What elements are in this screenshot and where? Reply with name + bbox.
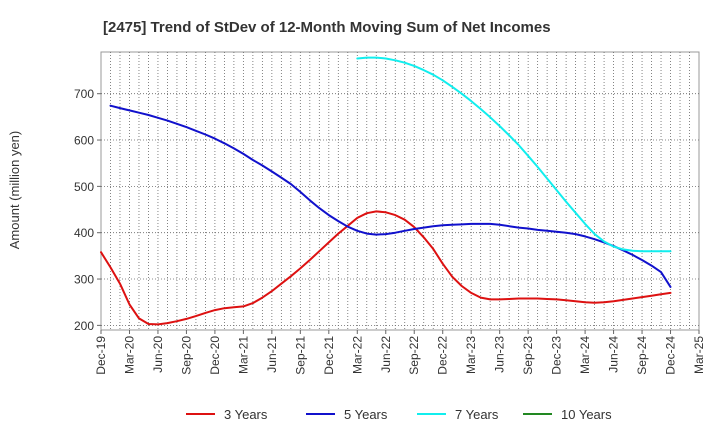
x-tick-labels: Dec-19 Mar-20 Jun-20 Sep-20 Dec-20 Mar-21 Jun-… <box>94 330 706 375</box>
x-tick-label: Mar-22 <box>350 336 364 374</box>
legend-item-5-years: 5 Years <box>306 407 388 422</box>
x-tick-label: Mar-23 <box>464 336 478 374</box>
x-tick-label: Dec-23 <box>550 336 564 375</box>
legend-label: 7 Years <box>455 407 499 422</box>
x-tick-label: Mar-24 <box>578 336 592 374</box>
y-tick-label: 700 <box>74 87 94 101</box>
plot-area <box>100 51 700 331</box>
legend-label: 5 Years <box>344 407 388 422</box>
x-tick-label: Dec-22 <box>436 336 450 375</box>
x-tick-label: Jun-22 <box>379 336 393 373</box>
y-tick-labels: 200 300 400 500 600 700 <box>74 87 101 333</box>
x-tick-label: Mar-25 <box>692 336 706 374</box>
x-tick-label: Dec-20 <box>208 336 222 375</box>
legend-label: 3 Years <box>224 407 268 422</box>
y-axis-label: Amount (million yen) <box>7 131 22 250</box>
x-tick-label: Sep-20 <box>179 336 193 375</box>
x-tick-label: Dec-21 <box>322 336 336 375</box>
x-tick-label: Sep-22 <box>407 336 421 375</box>
x-tick-label: Dec-24 <box>664 336 678 375</box>
y-tick-label: 300 <box>74 273 94 287</box>
y-tick-label: 400 <box>74 226 94 240</box>
x-tick-label: Sep-24 <box>635 336 649 375</box>
y-tick-label: 200 <box>74 319 94 333</box>
legend-item-3-years: 3 Years <box>186 407 268 422</box>
x-tick-label: Jun-23 <box>493 336 507 373</box>
x-tick-label: Mar-21 <box>236 336 250 374</box>
legend: 3 Years 5 Years 7 Years 10 Years <box>186 407 612 422</box>
legend-label: 10 Years <box>561 407 612 422</box>
x-tick-label: Jun-21 <box>265 336 279 373</box>
x-tick-label: Sep-21 <box>293 336 307 375</box>
x-tick-label: Jun-24 <box>607 336 621 373</box>
x-tick-label: Mar-20 <box>122 336 136 374</box>
legend-item-10-years: 10 Years <box>523 407 612 422</box>
y-tick-label: 500 <box>74 180 94 194</box>
x-tick-label: Sep-23 <box>521 336 535 375</box>
x-tick-label: Dec-19 <box>94 336 108 375</box>
chart-title: [2475] Trend of StDev of 12-Month Moving… <box>103 19 551 36</box>
legend-item-7-years: 7 Years <box>417 407 499 422</box>
series-line-5-years <box>109 104 672 288</box>
x-tick-label: Jun-20 <box>151 336 165 373</box>
series-line-7-years <box>356 56 672 253</box>
y-tick-label: 600 <box>74 134 94 148</box>
series-lines <box>100 56 672 326</box>
series-line-3-years <box>100 210 672 326</box>
